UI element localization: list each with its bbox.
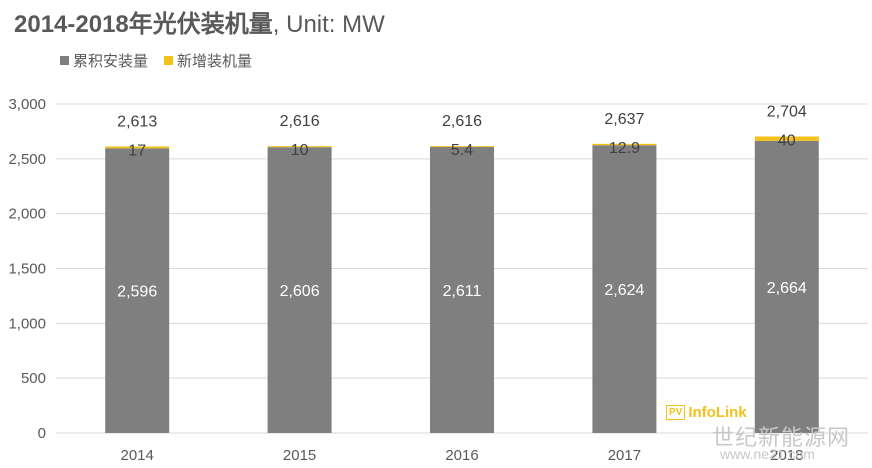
legend-swatch-cumulative: [60, 56, 69, 65]
legend-item-cumulative: 累积安装量: [60, 50, 148, 71]
chart-title: 2014-2018年光伏装机量, Unit: MW: [14, 4, 385, 39]
legend-swatch-added: [164, 56, 174, 65]
chart-title-unit: , Unit: MW: [272, 11, 385, 38]
data-label-total: 2,637: [604, 111, 644, 128]
data-label-added: 12.9: [609, 140, 640, 157]
y-tick-label: 500: [21, 370, 46, 387]
data-label-added: 17: [128, 142, 146, 159]
x-tick-label: 2016: [445, 447, 478, 464]
logo-badge: PV: [666, 405, 686, 420]
y-tick-label: 3,000: [8, 96, 46, 113]
bar-cumulative: [430, 146, 494, 433]
chart-legend: 累积安装量 新增装机量: [60, 50, 252, 71]
data-label-total: 2,616: [442, 113, 482, 130]
y-tick-label: 0: [38, 425, 46, 442]
data-label-cumulative: 2,624: [604, 282, 644, 299]
bar-cumulative: [267, 147, 332, 433]
x-tick-label: 2015: [283, 447, 316, 464]
bar-added: [430, 146, 494, 148]
data-label-added: 10: [291, 142, 309, 159]
y-tick-label: 1,500: [8, 261, 46, 278]
bar-added: [592, 143, 657, 146]
data-label-cumulative: 2,596: [117, 284, 157, 301]
y-tick-label: 1,000: [8, 315, 46, 332]
y-tick-label: 2,000: [8, 206, 46, 223]
data-label-total: 2,616: [280, 113, 320, 130]
x-tick-label: 2018: [770, 447, 803, 464]
bar-added: [105, 146, 170, 149]
y-tick-label: 2,500: [8, 151, 46, 168]
data-label-cumulative: 2,606: [280, 283, 320, 300]
bar-cumulative: [105, 148, 170, 433]
logo-text: InfoLink: [688, 404, 747, 421]
data-label-total: 2,704: [767, 103, 807, 120]
data-label-cumulative: 2,664: [767, 280, 807, 297]
watermark-text: 世纪新能源网: [712, 425, 851, 450]
bar-added: [754, 136, 819, 141]
x-tick-label: 2014: [121, 447, 154, 464]
data-label-total: 2,613: [117, 113, 157, 130]
infolink-logo: PV InfoLink: [666, 404, 747, 421]
bar-added: [267, 146, 332, 148]
watermark-url: www.ne21.com: [720, 446, 815, 462]
bar-cumulative: [754, 140, 819, 433]
legend-label-cumulative: 累积安装量: [73, 53, 149, 70]
legend-label-added: 新增装机量: [177, 53, 253, 70]
legend-item-added: 新增装机量: [164, 50, 252, 71]
x-tick-label: 2017: [608, 447, 641, 464]
data-label-cumulative: 2,611: [443, 283, 482, 300]
data-label-added: 5.4: [451, 142, 473, 159]
chart-title-main: 2014-2018年光伏装机量: [14, 11, 273, 38]
bar-cumulative: [592, 145, 657, 433]
data-label-added: 40: [778, 132, 796, 149]
